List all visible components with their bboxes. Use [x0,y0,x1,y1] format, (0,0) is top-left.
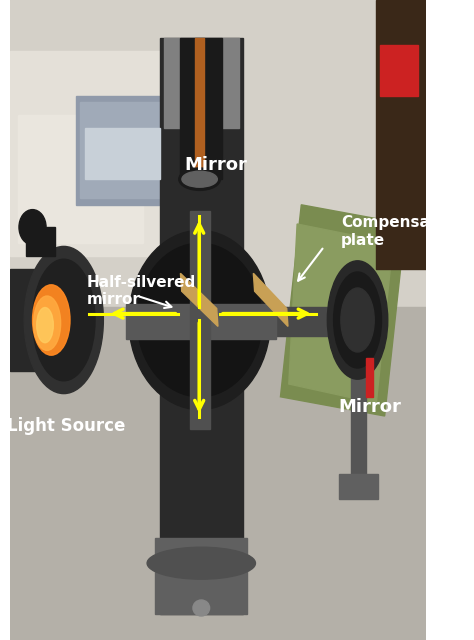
Bar [376,0,426,269]
Polygon shape [281,205,405,416]
Polygon shape [9,307,426,640]
Bar [190,211,210,429]
Polygon shape [289,224,393,403]
Ellipse shape [328,261,388,379]
Bar [18,115,143,243]
Ellipse shape [36,308,54,343]
Bar [181,38,222,179]
Polygon shape [9,0,426,307]
Bar [195,38,204,179]
Bar [351,288,366,480]
Bar [26,227,55,256]
Bar [126,304,276,339]
Ellipse shape [24,246,103,394]
Ellipse shape [33,259,95,381]
Bar [155,538,247,614]
Ellipse shape [193,600,210,616]
Text: Mirror: Mirror [338,398,401,416]
Ellipse shape [147,547,255,579]
Ellipse shape [334,272,382,368]
Bar [381,45,418,96]
Bar [9,51,176,256]
Bar [366,358,374,397]
Bar [339,474,378,499]
Text: Light Source: Light Source [7,417,125,435]
Text: Mirror: Mirror [184,156,247,174]
Ellipse shape [137,243,262,397]
Bar [160,38,243,614]
Ellipse shape [341,288,374,352]
Bar [81,102,172,198]
Bar [84,128,160,179]
Ellipse shape [33,285,70,355]
Bar [9,269,84,371]
Polygon shape [181,273,218,326]
Polygon shape [254,273,288,326]
Ellipse shape [19,210,46,245]
Text: Half-silvered
mirror: Half-silvered mirror [87,275,196,307]
Ellipse shape [182,172,217,188]
Bar [164,38,239,128]
Ellipse shape [34,296,61,351]
Text: Compensating
plate: Compensating plate [341,216,464,248]
Bar [243,307,335,336]
Ellipse shape [179,168,220,191]
Bar [76,96,176,205]
Ellipse shape [129,230,271,410]
